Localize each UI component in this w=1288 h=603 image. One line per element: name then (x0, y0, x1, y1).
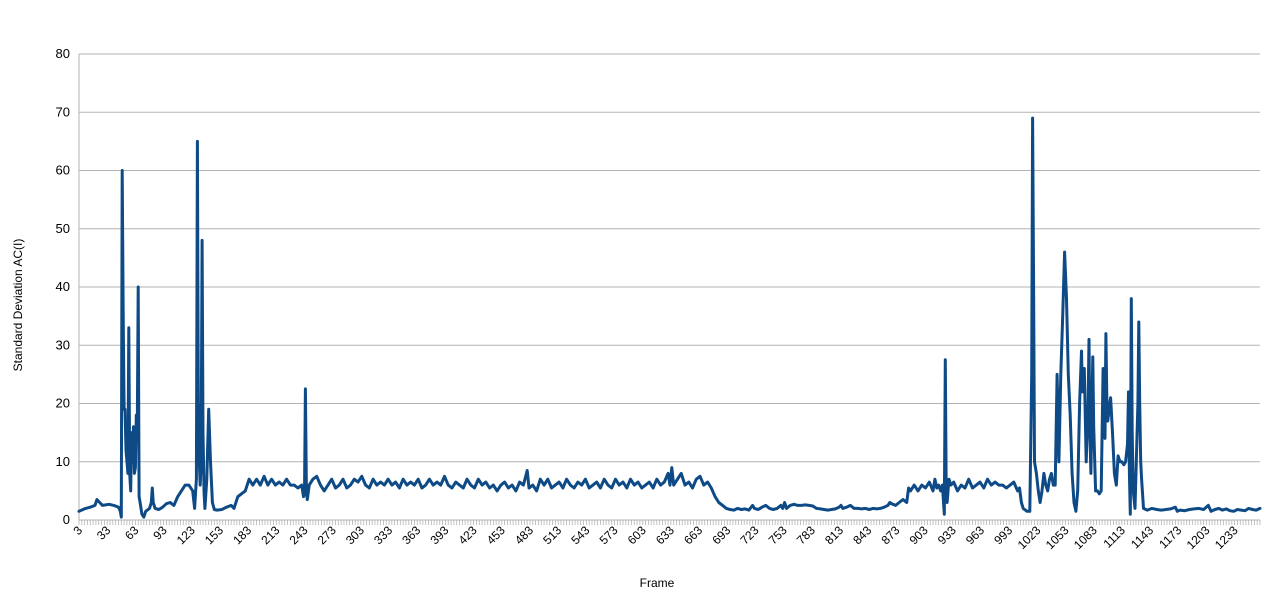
x-tick-label: 513 (540, 523, 564, 547)
x-tick-label: 543 (568, 523, 592, 547)
x-tick-label: 63 (122, 523, 142, 543)
y-tick-label: 0 (63, 512, 70, 527)
x-tick-label: 783 (794, 523, 818, 547)
x-tick-label: 573 (597, 523, 621, 547)
x-tick-label: 933 (935, 523, 959, 547)
x-axis-tick-labels: 3 33 63 93 123 153 183 213 243 273 303 333 363 393 423… (70, 523, 1240, 552)
x-tick-label: 1233 (1212, 523, 1241, 552)
x-tick-label: 483 (512, 523, 536, 547)
x-tick-label: 603 (625, 523, 649, 547)
x-tick-label: 633 (653, 523, 677, 547)
x-tick-label: 93 (150, 523, 170, 543)
x-tick-label: 393 (427, 523, 451, 547)
x-tick-label: 1053 (1043, 523, 1072, 552)
x-tick-label: 1113 (1100, 523, 1128, 551)
x-tick-label: 843 (850, 523, 874, 547)
y-tick-label: 70 (56, 104, 70, 119)
y-axis-label: Standard Deviation AC(I) (11, 239, 25, 372)
x-tick-label: 33 (94, 523, 114, 543)
y-axis-tick-labels: 0 10 20 30 40 50 60 70 80 (56, 46, 70, 527)
x-tick-label: 1143 (1128, 523, 1156, 551)
x-tick-label: 363 (399, 523, 423, 547)
y-tick-label: 10 (56, 454, 70, 469)
x-tick-label: 1203 (1184, 523, 1213, 552)
x-tick-label: 723 (738, 523, 762, 547)
grid-lines (78, 53, 1260, 521)
x-axis-ticks (78, 520, 1261, 525)
x-tick-label: 813 (822, 523, 846, 547)
x-tick-label: 753 (766, 523, 790, 547)
x-tick-label: 123 (174, 523, 198, 547)
x-axis-label: Frame (640, 576, 675, 590)
x-tick-label: 303 (343, 523, 367, 547)
y-tick-label: 80 (56, 46, 70, 61)
y-tick-label: 50 (56, 221, 70, 236)
x-tick-label: 963 (963, 523, 987, 547)
x-tick-label: 993 (991, 523, 1015, 547)
y-tick-label: 40 (56, 279, 70, 294)
x-tick-label: 453 (484, 523, 508, 547)
x-tick-label: 873 (878, 523, 902, 547)
y-tick-label: 60 (56, 163, 70, 178)
x-tick-label: 1173 (1156, 523, 1184, 551)
x-tick-label: 1023 (1015, 523, 1044, 552)
x-tick-label: 153 (202, 523, 226, 547)
x-tick-label: 693 (709, 523, 733, 547)
x-tick-label: 243 (287, 523, 311, 547)
x-tick-label: 273 (315, 523, 339, 547)
y-tick-label: 20 (56, 396, 70, 411)
x-tick-label: 423 (456, 523, 480, 547)
x-tick-label: 903 (907, 523, 931, 547)
x-tick-label: 3 (70, 523, 85, 538)
x-tick-label: 183 (230, 523, 254, 547)
x-tick-label: 663 (681, 523, 705, 547)
x-tick-label: 213 (258, 523, 282, 547)
y-tick-label: 30 (56, 337, 70, 352)
x-tick-label: 333 (371, 523, 395, 547)
series-line (77, 116, 1262, 519)
x-tick-label: 1083 (1071, 523, 1100, 552)
